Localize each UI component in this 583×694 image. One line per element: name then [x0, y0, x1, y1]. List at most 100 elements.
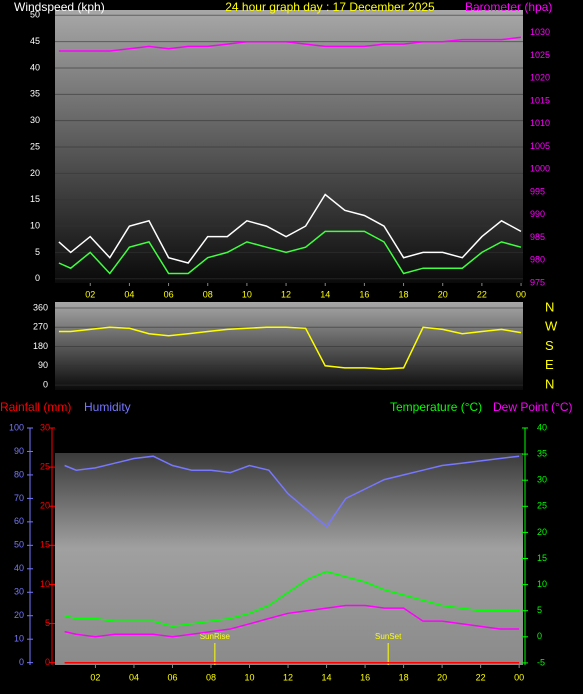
y2-tick-label: 40 [537, 422, 547, 432]
series-line [58, 230, 522, 275]
y-tick-label: 20 [14, 610, 24, 620]
y-tick-label: 0 [43, 379, 48, 389]
y2-tick-label: 1025 [530, 50, 550, 60]
humidity-label: Humidity [84, 400, 131, 414]
y3-tick-label: 5 [45, 618, 50, 628]
backgrounds [55, 10, 523, 665]
y3-tick-label: 0 [45, 657, 50, 667]
y2-tick-label: 20 [537, 527, 547, 537]
x-tick-label: 02 [90, 672, 100, 682]
y-tick-label: 50 [14, 540, 24, 550]
y2-tick-label: 1005 [530, 141, 550, 151]
series-line [64, 604, 520, 638]
x-tick-label: 18 [399, 289, 409, 299]
y2-tick-label: 990 [530, 209, 545, 219]
y-tick-label: 15 [30, 194, 40, 204]
series-line [58, 326, 522, 370]
y-tick-label: 100 [9, 422, 24, 432]
y-tick-label: 360 [33, 302, 48, 312]
x-tick-label: 22 [477, 289, 487, 299]
x-tick-label: 08 [203, 289, 213, 299]
barometer-axis-label: Barometer (hpa) [465, 0, 552, 14]
y2-tick-label: N [545, 377, 554, 392]
y2-tick-label: 5 [537, 605, 542, 615]
y-tick-label: 35 [30, 89, 40, 99]
annotation: SunSet [375, 632, 402, 641]
x-tick-label: 14 [320, 289, 330, 299]
y2-tick-label: 1015 [530, 95, 550, 105]
y-tick-label: 70 [14, 493, 24, 503]
y-tick-label: 30 [14, 587, 24, 597]
y-tick-label: 25 [30, 141, 40, 151]
series-line [64, 455, 520, 528]
y-tick-label: 50 [30, 10, 40, 20]
x-tick-label: 00 [514, 672, 524, 682]
y-tick-label: 80 [14, 469, 24, 479]
dew-point-label: Dew Point (°C) [493, 400, 572, 414]
x-tick-label: 16 [360, 672, 370, 682]
x-tick-label: 14 [322, 672, 332, 682]
y2-tick-label: -5 [537, 657, 545, 667]
y-tick-label: 10 [30, 220, 40, 230]
y2-tick-label: 1000 [530, 164, 550, 174]
annotation: SunRise [200, 632, 231, 641]
x-tick-label: 10 [242, 289, 252, 299]
y2-tick-label: 1020 [530, 73, 550, 83]
chart-title: 24 hour graph day : 17 December 2025 [225, 0, 435, 14]
x-tick-label: 22 [476, 672, 486, 682]
y-tick-label: 20 [30, 168, 40, 178]
y2-tick-label: 975 [530, 277, 545, 287]
y2-tick-label: 995 [530, 186, 545, 196]
temperature-label: Temperature (°C) [390, 400, 482, 414]
y-tick-label: 90 [14, 446, 24, 456]
y2-tick-label: N [545, 299, 554, 314]
x-tick-label: 18 [399, 672, 409, 682]
x-tick-label: 10 [245, 672, 255, 682]
x-tick-label: 04 [124, 289, 134, 299]
x-tick-label: 06 [164, 289, 174, 299]
y2-tick-label: 30 [537, 475, 547, 485]
y2-tick-label: W [545, 319, 558, 334]
y-tick-label: 270 [33, 322, 48, 332]
x-tick-label: 02 [85, 289, 95, 299]
y2-tick-label: E [545, 357, 554, 372]
y-tick-label: 10 [14, 634, 24, 644]
x-tick-label: 12 [283, 672, 293, 682]
y3-tick-label: 30 [40, 422, 50, 432]
y3-tick-label: 25 [40, 461, 50, 471]
y-tick-label: 60 [14, 516, 24, 526]
y2-tick-label: 985 [530, 232, 545, 242]
y2-tick-label: 35 [537, 448, 547, 458]
y2-tick-label: 0 [537, 631, 542, 641]
y3-tick-label: 10 [40, 579, 50, 589]
series-line [58, 36, 522, 52]
y2-tick-label: 980 [530, 255, 545, 265]
y-tick-label: 30 [30, 115, 40, 125]
x-tick-label: 16 [359, 289, 369, 299]
y2-tick-label: 1010 [530, 118, 550, 128]
y2-tick-label: 25 [537, 501, 547, 511]
series-line [58, 193, 522, 264]
series-line [64, 570, 520, 628]
y-tick-label: 0 [35, 273, 40, 283]
plot-area [55, 302, 523, 390]
y3-tick-label: 20 [40, 501, 50, 511]
x-tick-label: 06 [167, 672, 177, 682]
y-tick-label: 180 [33, 341, 48, 351]
y-tick-label: 40 [14, 563, 24, 573]
y3-tick-label: 15 [40, 540, 50, 550]
rainfall-label: Rainfall (mm) [0, 400, 71, 414]
y-tick-label: 90 [38, 360, 48, 370]
x-tick-label: 20 [438, 289, 448, 299]
x-tick-label: 08 [206, 672, 216, 682]
y2-tick-label: 1030 [530, 27, 550, 37]
x-tick-label: 12 [281, 289, 291, 299]
y-tick-label: 0 [19, 657, 24, 667]
plot-area [55, 10, 523, 283]
x-tick-label: 20 [437, 672, 447, 682]
y2-tick-label: S [545, 338, 554, 353]
wind-axis-label: Windspeed (kph) [14, 0, 105, 14]
x-tick-label: 04 [129, 672, 139, 682]
plot-area [55, 453, 523, 665]
